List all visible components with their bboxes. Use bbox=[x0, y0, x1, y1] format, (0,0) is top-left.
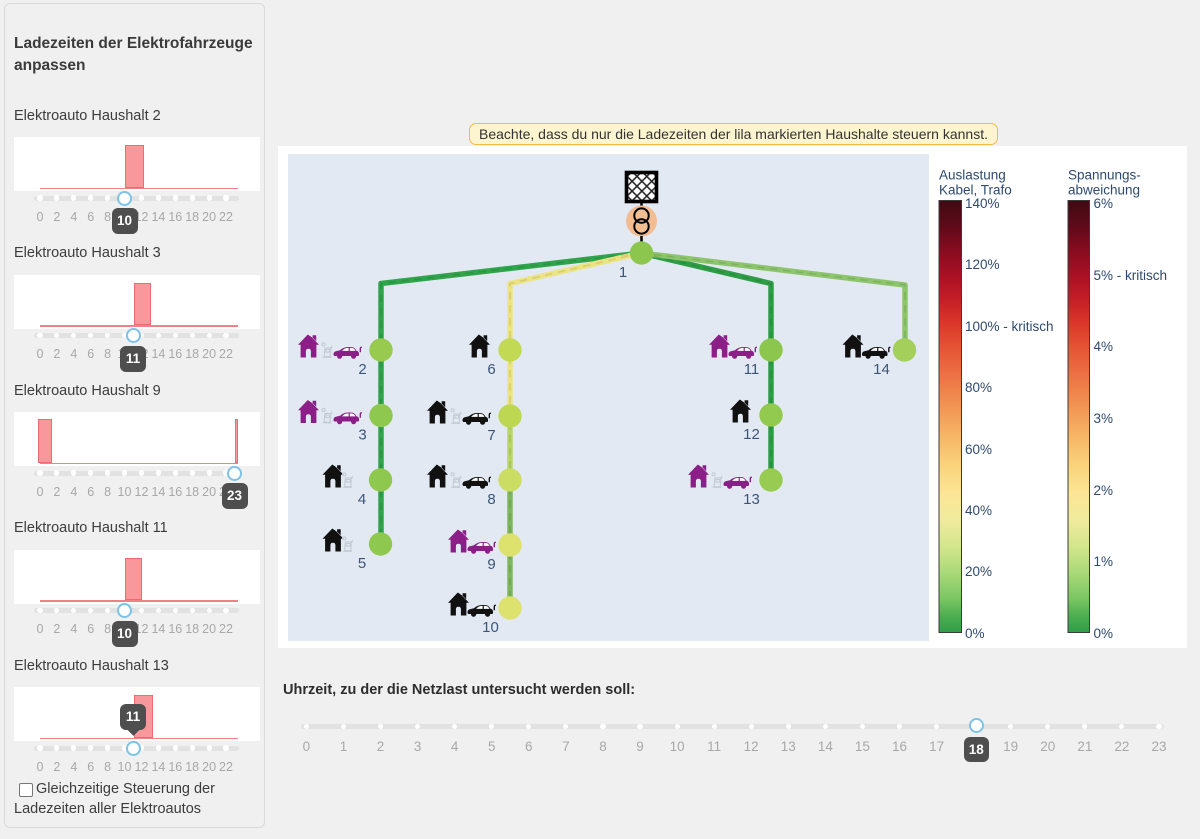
svg-text:2%: 2% bbox=[1094, 483, 1114, 498]
svg-text:80%: 80% bbox=[965, 380, 992, 395]
svg-text:Spannungs-: Spannungs- bbox=[1068, 168, 1141, 183]
svg-text:13: 13 bbox=[743, 491, 760, 508]
svg-text:2: 2 bbox=[358, 361, 366, 378]
svg-text:6: 6 bbox=[487, 361, 495, 378]
svg-text:5% - kritisch: 5% - kritisch bbox=[1094, 268, 1168, 283]
svg-text:40%: 40% bbox=[965, 503, 992, 518]
svg-text:7: 7 bbox=[487, 427, 495, 444]
svg-text:Kabel, Trafo: Kabel, Trafo bbox=[939, 183, 1012, 198]
svg-text:3: 3 bbox=[358, 427, 366, 444]
svg-text:3%: 3% bbox=[1094, 411, 1114, 426]
svg-text:0%: 0% bbox=[1094, 626, 1114, 641]
svg-text:4%: 4% bbox=[1094, 339, 1114, 354]
svg-text:60%: 60% bbox=[965, 442, 992, 457]
svg-text:100% - kritisch: 100% - kritisch bbox=[965, 319, 1054, 334]
svg-text:1%: 1% bbox=[1094, 554, 1114, 569]
svg-text:20%: 20% bbox=[965, 564, 992, 579]
svg-text:14: 14 bbox=[873, 361, 890, 378]
svg-text:0%: 0% bbox=[965, 626, 985, 641]
svg-text:9: 9 bbox=[487, 556, 495, 573]
svg-text:1: 1 bbox=[619, 264, 627, 281]
svg-text:4: 4 bbox=[358, 491, 366, 508]
svg-text:10: 10 bbox=[482, 619, 499, 636]
svg-text:11: 11 bbox=[744, 361, 760, 378]
svg-text:6%: 6% bbox=[1094, 196, 1114, 211]
svg-text:Auslastung: Auslastung bbox=[939, 168, 1006, 183]
svg-text:12: 12 bbox=[743, 426, 760, 443]
svg-text:abweichung: abweichung bbox=[1068, 183, 1140, 198]
svg-text:140%: 140% bbox=[965, 196, 1000, 211]
svg-text:5: 5 bbox=[358, 555, 366, 572]
svg-text:8: 8 bbox=[487, 491, 495, 508]
svg-text:120%: 120% bbox=[965, 257, 1000, 272]
